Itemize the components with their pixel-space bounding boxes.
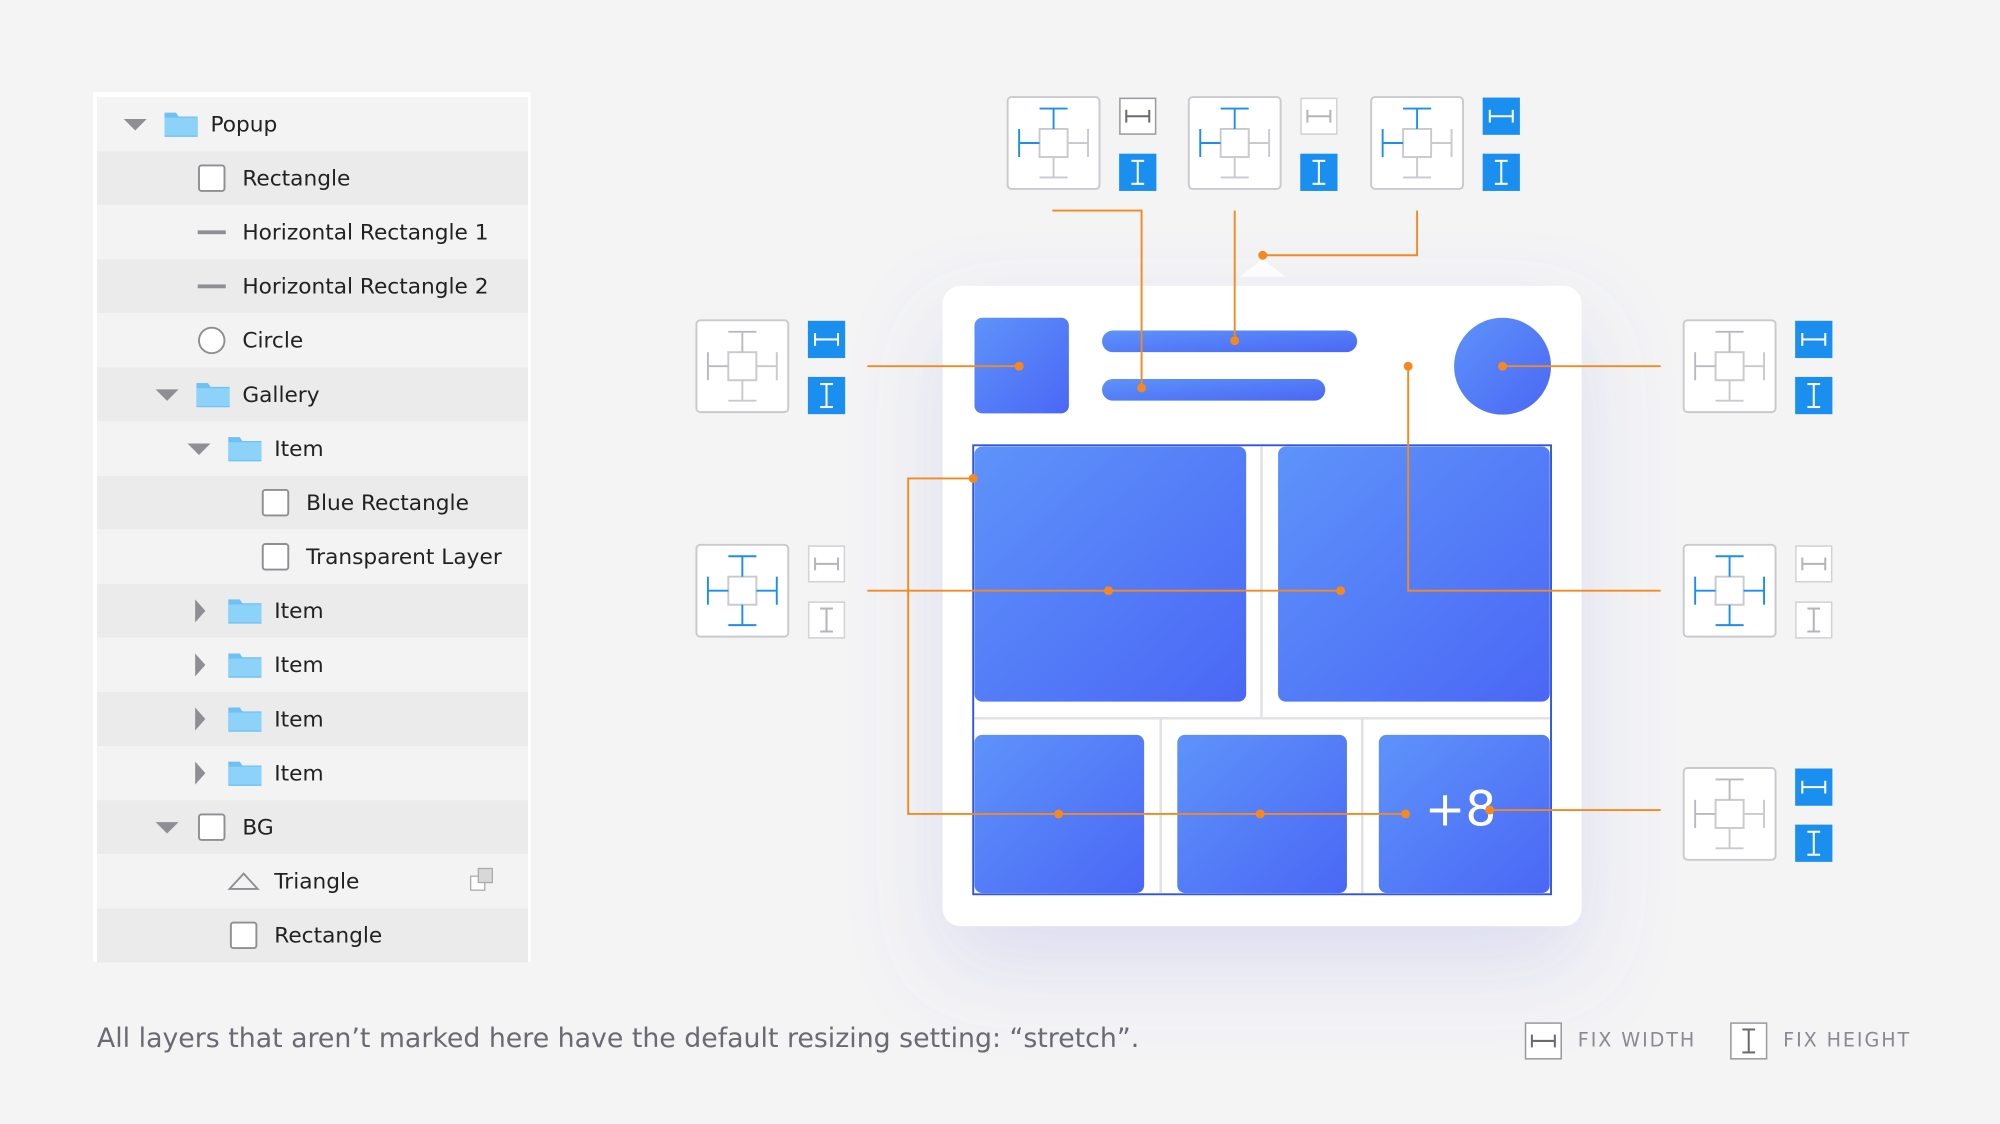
layer-row bbox=[96, 854, 529, 909]
layer-row bbox=[96, 205, 529, 260]
disclosure-closed bbox=[195, 599, 206, 623]
layer-name: Blue Rectangle bbox=[306, 491, 469, 516]
layer-row bbox=[96, 313, 529, 368]
disclosure-open bbox=[155, 389, 179, 401]
rect-icon bbox=[198, 813, 226, 841]
folder-icon bbox=[228, 604, 262, 623]
legend bbox=[1524, 1022, 1768, 1060]
layer-name: Triangle bbox=[273, 870, 359, 895]
layer-name: Item bbox=[274, 437, 323, 462]
connector-dot bbox=[1258, 250, 1268, 260]
rect-icon bbox=[229, 921, 258, 950]
connector-line bbox=[1407, 366, 1661, 592]
gallery-tile bbox=[974, 446, 1247, 702]
horizontal-rectangle bbox=[1102, 378, 1326, 401]
layer-name: Popup bbox=[210, 112, 277, 137]
folder-icon bbox=[228, 712, 262, 731]
layer-name: BG bbox=[242, 815, 273, 840]
constraint-box bbox=[695, 319, 790, 414]
folder-icon bbox=[228, 766, 262, 785]
line-icon bbox=[197, 230, 226, 235]
layer-row bbox=[96, 746, 529, 801]
connector-line bbox=[1262, 210, 1419, 257]
legend-label: FIX WIDTH bbox=[1578, 1028, 1696, 1051]
constraint-box bbox=[695, 543, 790, 638]
connectors bbox=[867, 209, 1661, 819]
layer-row bbox=[96, 908, 529, 963]
layer-name: Rectangle bbox=[242, 166, 350, 191]
connector-dot bbox=[1103, 586, 1113, 596]
disclosure-closed bbox=[195, 707, 206, 731]
layer-row bbox=[96, 529, 529, 584]
layer-row bbox=[96, 475, 529, 530]
connector-dot bbox=[1403, 361, 1413, 371]
layer-name: Circle bbox=[242, 329, 303, 354]
layer-name: Horizontal Rectangle 2 bbox=[242, 275, 488, 300]
mask-icon bbox=[477, 867, 493, 884]
connector-dot bbox=[968, 473, 978, 483]
folder-icon bbox=[164, 117, 198, 136]
rect-icon bbox=[261, 543, 290, 571]
popup-mockup: +8 bbox=[942, 259, 1582, 927]
disclosure-closed bbox=[195, 653, 206, 677]
layer-name: Transparent Layer bbox=[305, 545, 502, 570]
layer-row bbox=[96, 637, 529, 692]
layer-row bbox=[96, 259, 529, 314]
horizontal-rectangle bbox=[1102, 330, 1358, 353]
connector-dot bbox=[1401, 809, 1411, 819]
footer-note: All layers that aren’t marked here have … bbox=[97, 1023, 1139, 1054]
layer-row bbox=[96, 691, 529, 747]
resizing-controls bbox=[695, 96, 1833, 862]
disclosure-closed bbox=[195, 761, 206, 785]
layer-row bbox=[96, 97, 529, 152]
constraint-box bbox=[1682, 543, 1777, 638]
connector-dot bbox=[1498, 361, 1508, 371]
constraint-box bbox=[1370, 96, 1464, 190]
circle-icon bbox=[198, 326, 226, 355]
layer-row bbox=[96, 583, 529, 638]
constraint-box bbox=[1006, 96, 1101, 190]
gallery-outline bbox=[972, 444, 1552, 896]
folder-icon bbox=[196, 388, 230, 407]
layer-name: Gallery bbox=[242, 383, 319, 408]
layer-list: Popup Rectangle Horizontal Rectangle 1 Hori… bbox=[96, 97, 529, 963]
rect-icon bbox=[198, 164, 226, 192]
layer-name: Item bbox=[274, 761, 323, 786]
connector-dot bbox=[1137, 383, 1147, 393]
constraint-box bbox=[1187, 96, 1282, 190]
connector-dot bbox=[1255, 809, 1265, 819]
disclosure-open bbox=[123, 119, 147, 131]
triangle-icon bbox=[227, 872, 260, 890]
layer-name: Rectangle bbox=[274, 924, 382, 949]
constraint-box bbox=[1682, 319, 1777, 414]
connector-dot bbox=[1054, 809, 1064, 819]
connector-dot bbox=[1014, 361, 1024, 371]
folder-icon bbox=[228, 442, 262, 461]
layer-row bbox=[96, 151, 529, 206]
disclosure-open bbox=[187, 443, 211, 455]
layer-name: Item bbox=[274, 653, 323, 678]
legend-label: FIX HEIGHT bbox=[1783, 1028, 1911, 1051]
layer-name: Item bbox=[274, 599, 323, 624]
layer-row bbox=[96, 421, 529, 476]
connector-line bbox=[1052, 209, 1143, 388]
layer-name: Item bbox=[274, 707, 323, 732]
more-count: +8 bbox=[1425, 782, 1496, 838]
folder-icon bbox=[228, 658, 262, 677]
gallery-tile bbox=[1378, 734, 1550, 893]
line-icon bbox=[197, 284, 226, 289]
connector-dot bbox=[1336, 586, 1346, 596]
popup-arrow bbox=[1239, 259, 1286, 277]
constraint-box bbox=[1682, 767, 1777, 861]
layer-name: Horizontal Rectangle 1 bbox=[242, 221, 488, 246]
gallery-tile bbox=[1278, 446, 1550, 702]
rect-icon bbox=[261, 488, 290, 517]
connector-dot bbox=[1230, 336, 1240, 346]
disclosure-open bbox=[155, 822, 179, 834]
connector-dot bbox=[1485, 805, 1495, 815]
connector-line bbox=[907, 477, 1406, 815]
